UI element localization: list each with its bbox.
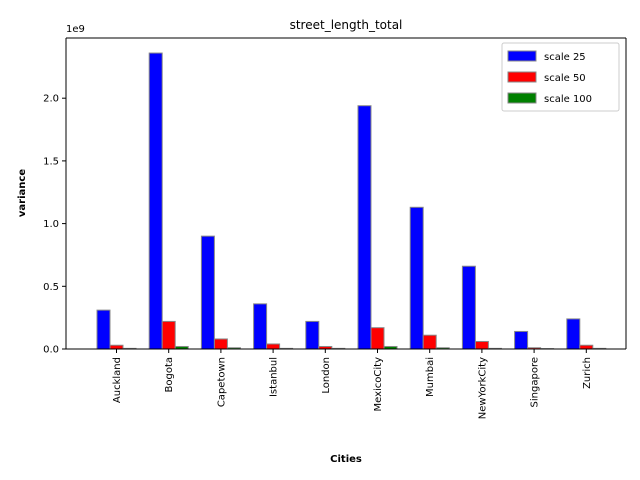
bar-scale-50-mumbai	[422, 334, 437, 350]
legend-label-scale-100: scale 100	[544, 94, 592, 105]
y-tick-label: 1.0	[43, 219, 59, 230]
x-tick-label-newyorkcity: NewYorkCity	[477, 357, 488, 419]
x-tick-label-london: London	[321, 357, 332, 394]
bar-scale-25-auckland	[96, 309, 111, 350]
y-offset-label: 1e9	[66, 24, 85, 35]
legend-label-scale-25: scale 25	[544, 52, 586, 63]
legend-label-scale-50: scale 50	[544, 73, 586, 84]
legend-swatch-scale-100	[507, 92, 537, 104]
x-tick-label-capetown: Capetown	[216, 357, 227, 407]
bar-scale-25-zurich	[566, 318, 581, 350]
y-tick-label: 0.0	[43, 345, 59, 356]
x-tick-label-singapore: Singapore	[530, 357, 541, 407]
bars-group	[96, 52, 607, 350]
x-tick-label-auckland: Auckland	[112, 357, 123, 403]
bar-scale-25-london	[305, 320, 320, 350]
bar-scale-25-istanbul	[253, 303, 268, 350]
bar-scale-50-bogota	[161, 320, 176, 350]
bar-scale-50-istanbul	[266, 343, 281, 350]
x-tick-label-mexicocity: MexicoCity	[373, 357, 384, 412]
x-tick-label-zurich: Zurich	[582, 357, 593, 389]
bar-scale-50-zurich	[579, 344, 594, 350]
bar-scale-25-bogota	[148, 52, 163, 350]
bar-scale-50-mexicocity	[370, 327, 385, 350]
x-tick-label-mumbai: Mumbai	[425, 357, 436, 397]
bar-scale-25-mexicocity	[357, 105, 372, 350]
bar-scale-25-mumbai	[409, 206, 424, 350]
chart-title: street_length_total	[290, 18, 403, 32]
y-tick-label: 1.5	[43, 156, 59, 167]
y-tick-label: 0.5	[43, 282, 59, 293]
bar-scale-25-newyorkcity	[461, 265, 476, 350]
bar-scale-25-capetown	[200, 235, 215, 350]
bar-scale-50-auckland	[109, 344, 124, 350]
x-tick-label-bogota: Bogota	[164, 357, 175, 393]
y-axis-title: variance	[17, 169, 28, 217]
x-tick-label-istanbul: Istanbul	[269, 357, 280, 397]
bar-scale-50-capetown	[213, 338, 228, 350]
legend-swatch-scale-50	[507, 71, 537, 83]
y-tick-label: 2.0	[43, 94, 59, 105]
x-axis-title: Cities	[330, 454, 362, 465]
bar-scale-50-newyorkcity	[474, 340, 489, 350]
legend-swatch-scale-25	[507, 50, 537, 62]
legend: scale 25 scale 50 scale 100	[501, 42, 620, 112]
axes-group: 0.0 0.5 1.0 1.5 2.0 Auckland Bogota Capetown Ist…	[43, 37, 627, 419]
bar-scale-25-singapore	[514, 330, 529, 350]
